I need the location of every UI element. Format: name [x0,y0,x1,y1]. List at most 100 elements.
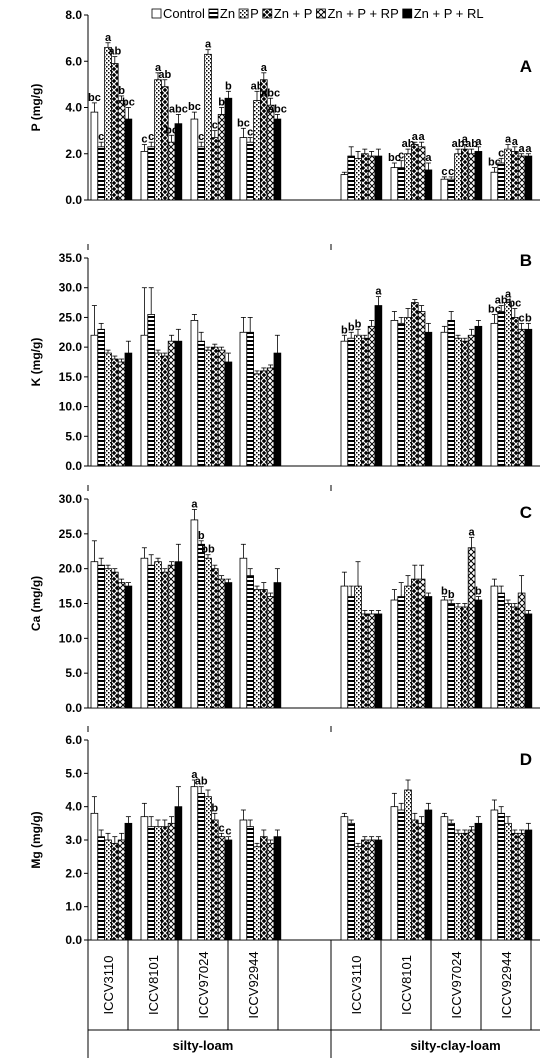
significance-letter: bc [88,92,101,104]
significance-letter: a [261,62,268,74]
bar [404,153,412,201]
bar [154,79,162,201]
y-tick-label: 20.0 [59,340,83,354]
bar [447,822,455,941]
bar [367,839,376,941]
significance-letter: a [191,498,198,510]
bar [204,53,212,201]
bar [224,839,233,941]
bar [246,141,255,201]
bar [510,317,519,467]
bar [117,582,126,709]
significance-letter: a [505,134,512,146]
significance-letter: c [148,131,154,143]
legend-label: Control [163,6,205,21]
bar [160,86,169,201]
bar [154,561,162,709]
bar [147,314,156,467]
bar [510,606,519,709]
bar [524,829,533,941]
bar [467,334,476,467]
y-tick-label: 35.0 [59,251,83,265]
bar [354,585,362,709]
significance-letter: a [462,134,469,146]
bar [197,543,206,709]
bar [239,557,248,709]
bar [124,822,133,941]
bar [517,832,526,941]
legend-label: Zn + P + RP [327,6,398,21]
bar [154,826,162,941]
significance-letter: c [219,822,225,834]
y-tick-label: 3.0 [65,833,82,847]
bar [360,337,369,467]
bar [410,819,419,941]
panel-b: 0.0 5.0 10.0 15.0 20.0 25.0 30.0 35.0 K (mg/g) Bb… [29,244,540,473]
significance-letter: b [475,586,482,598]
bar [474,325,483,467]
y-tick-label: 1.0 [65,900,82,914]
significance-letter: a [475,136,482,148]
significance-letter: c [212,120,218,132]
bar [147,564,156,709]
significance-letter: b [348,321,355,333]
bar [147,146,156,201]
bar [417,311,426,467]
bar [347,822,355,941]
bar [111,842,119,941]
bar [374,839,383,941]
bar [447,603,455,709]
bar [424,169,433,201]
bar [517,592,526,709]
genotype-label: ICCV3110 [101,955,116,1014]
bar [410,144,419,201]
bar [224,361,233,467]
bar [140,816,149,941]
bar [417,146,426,201]
bar [273,836,282,941]
bar [259,589,268,709]
bar [440,599,449,709]
bar [239,331,248,467]
panel-letter: C [520,503,532,522]
bar [154,352,162,467]
y-tick-label: 5.0 [65,766,82,780]
significance-letter: b [118,85,125,97]
significance-letter: ab [195,776,208,788]
significance-letter: c [519,312,525,324]
bar [390,599,399,709]
significance-letter: c [98,131,104,143]
significance-letter: ab [108,46,121,58]
bar [174,340,183,467]
significance-letter: c [448,166,454,178]
significance-letter: ab [452,138,465,150]
y-axis-label: P (mg/g) [29,84,43,132]
significance-letter: abc [169,103,188,115]
y-tick-label: 6.0 [65,54,82,68]
bar [104,568,112,709]
bar [354,846,362,941]
bar [524,155,533,201]
y-tick-label: 6.0 [65,733,82,747]
significance-letter: a [105,32,112,44]
bar [340,585,349,709]
significance-letter: bb [201,544,215,556]
bar [253,373,261,467]
y-tick-label: 0.0 [65,459,82,473]
bar [117,839,126,941]
panel-c: 0.05.010.015.020.025.030.0Ca (mg/g)Cabbb… [29,485,540,715]
bar [524,613,533,709]
bar [340,816,349,941]
bar [160,571,169,709]
genotype-label: ICCV8101 [399,955,414,1015]
bar [454,337,462,467]
bar [504,822,512,941]
significance-letter: a [512,136,519,148]
bar [124,585,133,709]
y-axis-label: Mg (mg/g) [29,811,43,868]
bar [217,349,226,467]
bar [467,547,476,709]
bar [340,174,349,201]
bar [347,596,355,709]
bar [354,334,362,467]
